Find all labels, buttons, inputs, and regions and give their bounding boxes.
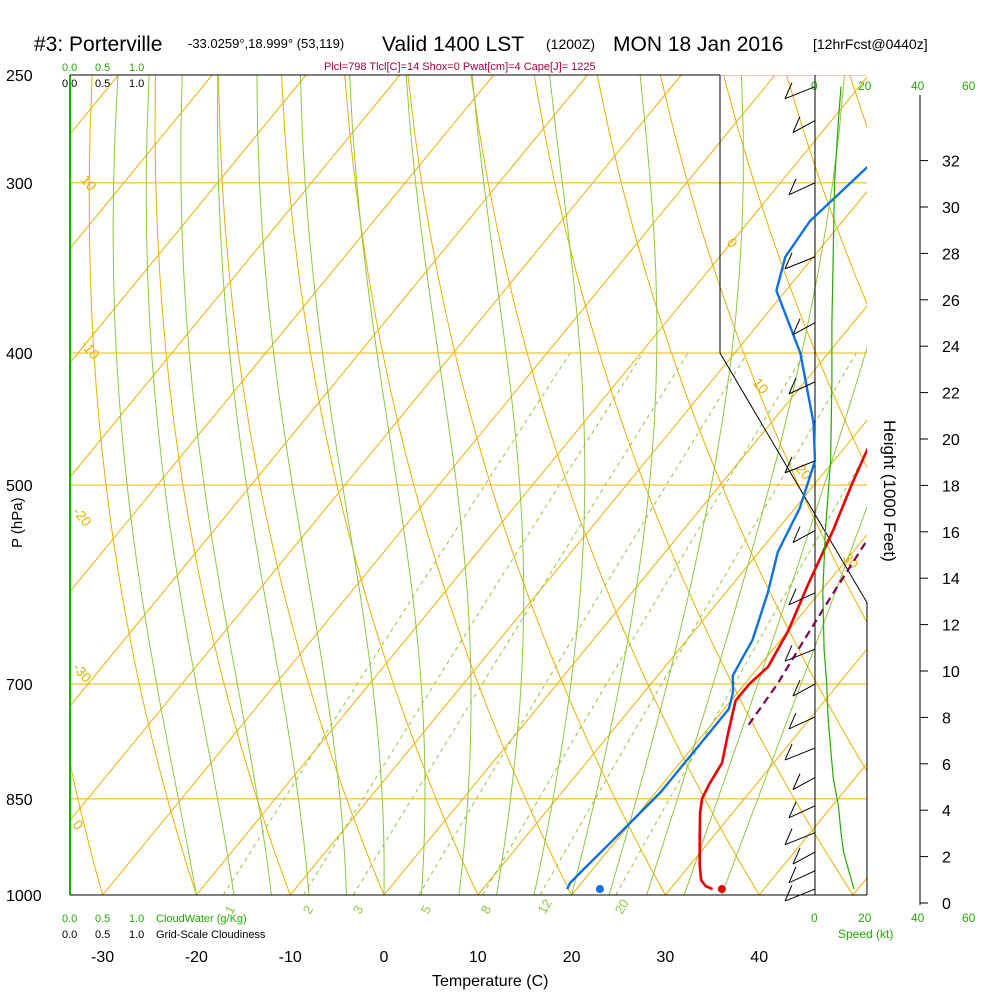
cloudiness-tick-top: 1.0 [129,78,144,90]
wind-barb [793,121,815,133]
title-date: MON 18 Jan 2016 [613,33,783,56]
pressure-tick-label: 300 [6,176,33,193]
pressure-tick-label: 500 [6,478,33,495]
height-tick-label: 10 [942,664,960,681]
height-tick-label: 8 [942,710,951,727]
pressure-tick-label: 850 [6,792,33,809]
dry-adiabat-line [976,75,1000,895]
surface-dewpoint-marker [596,885,604,893]
height-tick-label: 24 [942,339,960,356]
wind-barb [789,806,815,818]
adiabat-label: -10 [78,337,103,363]
height-tick-label: 30 [942,200,960,217]
cloudwater-tick-bottom: 0.5 [95,913,110,925]
height-tick-label: 12 [942,618,960,635]
pressure-tick-label: 700 [6,677,33,694]
height-axis-title: Height (1000 Feet) [880,420,899,562]
thermo-grid [0,75,1000,895]
wind-barb [793,684,815,696]
wind-barb [793,778,815,790]
mixing-ratio-label: 2 [300,903,317,917]
height-tick-label: 16 [942,525,960,542]
cloudwater-scale-top: 0.0 0.5 1.0 0.0 0.5 1.0 [62,62,144,90]
stats-line: Plcl=798 Tlcl[C]=14 Shox=0 Pwat[cm]=4 Ca… [324,61,596,73]
speed-tick-top: 40 [911,79,925,93]
temperature-tick-label: 0 [380,949,389,966]
speed-tick-bottom: 60 [962,911,976,925]
title-coords: -33.0259°,18.999° (53,119) [188,36,344,51]
temperature-tick-label: -10 [279,949,302,966]
title-forecast: [12hrFcst@0440z] [813,36,928,52]
mixing-ratio-label: 20 [612,896,632,916]
cloudwater-tick-bottom: 1.0 [129,913,144,925]
temperature-tick-label: 40 [750,949,768,966]
pressure-tick-label: 250 [6,68,33,85]
wind-barb [789,382,815,394]
wind-barb [793,531,815,543]
wind-barb [789,183,815,195]
mixing-ratio-label: 5 [418,903,435,917]
pressure-tick-label: 400 [6,346,33,363]
speed-tick-bottom: 0 [811,911,818,925]
x-axis-title: Temperature (C) [432,973,548,990]
adiabat-label: 10 [78,172,100,194]
title-main: #3: Porterville [34,33,162,56]
wind-barb [789,871,815,883]
cloudiness-tick-bottom: 0.0 [62,929,77,941]
y-axis-title: P (hPa) [9,497,26,548]
mixing-ratio-line [616,353,925,895]
cloudwater-tick-top: 0.0 [62,62,77,74]
mixing-ratio-line [419,353,748,895]
height-tick-label: 18 [942,478,960,495]
temperature-tick-label: 30 [657,949,675,966]
adiabat-label: -30 [70,660,95,686]
height-tick-label: 32 [942,154,960,171]
cloudwater-tick-top: 1.0 [129,62,144,74]
mixing-ratio-line [540,353,856,895]
height-tick-label: 28 [942,246,960,263]
cloudiness-tick-bottom: 1.0 [129,929,144,941]
title-valid: Valid 1400 LST [382,33,524,56]
temperature-tick-label: -30 [91,949,114,966]
title-utc: (1200Z) [546,36,595,52]
cloudiness-tick-bottom: 0.5 [95,929,110,941]
height-tick-label: 2 [942,850,951,867]
temperature-tick-label: 10 [469,949,487,966]
height-tick-label: 4 [942,803,951,820]
height-tick-label: 14 [942,571,960,588]
temperature-tick-label: 20 [563,949,581,966]
cloudwater-scale-bottom: 0.0 0.5 1.0 CloudWater (g/Kg) 0.0 0.5 1.… [62,913,266,941]
wind-barb [793,852,815,864]
height-tick-label: 22 [942,386,960,403]
surface-temperature-marker [718,885,726,893]
cloudwater-tick-top: 0.5 [95,62,110,74]
height-tick-label: 20 [942,432,960,449]
pressure-tick-label: 1000 [6,888,42,905]
height-tick-label: 6 [942,757,951,774]
mixing-ratio-line [223,353,570,895]
mixing-ratio-label: 8 [478,903,495,917]
wind-panel [785,83,854,901]
mixing-ratio-label: 3 [350,903,367,917]
height-tick-label: 0 [942,896,951,913]
mixing-ratio-label: 12 [535,896,555,916]
plot-frame [70,75,920,905]
temperature-tick-label: -20 [185,949,208,966]
speed-tick-top: 60 [962,79,976,93]
cloudwater-tick-bottom: 0.0 [62,913,77,925]
cloudiness-label: Grid-Scale Cloudiness [156,929,266,941]
height-tick-label: 26 [942,293,960,310]
speed-tick-bottom: 20 [858,911,872,925]
speed-axis-label: Speed (kt) [838,927,893,941]
sounding-series [567,87,1000,893]
adiabat-label: 30 [840,550,862,572]
speed-tick-bottom: 40 [911,911,925,925]
adiabat-label: -20 [70,504,95,530]
wind-barb [789,717,815,729]
